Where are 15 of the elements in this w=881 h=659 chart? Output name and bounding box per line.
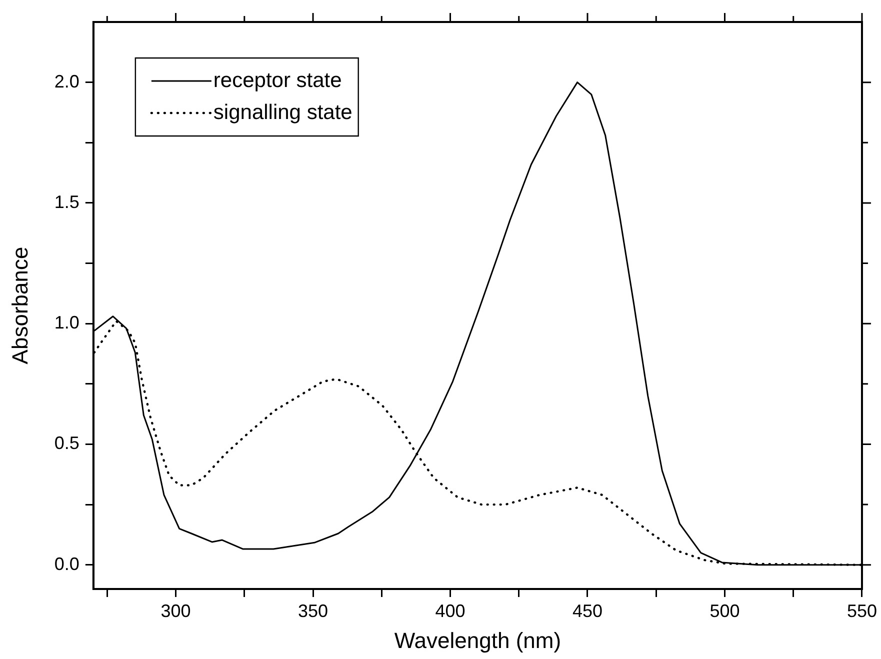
legend-label: signalling state bbox=[213, 100, 352, 124]
x-tick-label: 400 bbox=[435, 600, 466, 621]
x-tick-label: 450 bbox=[572, 600, 603, 621]
x-axis-title: Wavelength (nm) bbox=[394, 628, 562, 653]
y-axis-title: Absorbance bbox=[7, 246, 32, 364]
y-tick-label: 0.5 bbox=[54, 433, 80, 454]
y-tick-label: 0.0 bbox=[54, 554, 80, 574]
x-tick-label: 350 bbox=[298, 600, 328, 621]
legend-label: receptor state bbox=[213, 68, 342, 92]
y-tick-label: 1.5 bbox=[54, 192, 80, 212]
x-tick-label: 550 bbox=[846, 600, 878, 621]
y-tick-label: 1.0 bbox=[54, 312, 80, 333]
x-tick-label: 300 bbox=[160, 600, 191, 621]
y-tick-label: 2.0 bbox=[54, 71, 80, 92]
x-tick-label: 500 bbox=[710, 600, 740, 621]
